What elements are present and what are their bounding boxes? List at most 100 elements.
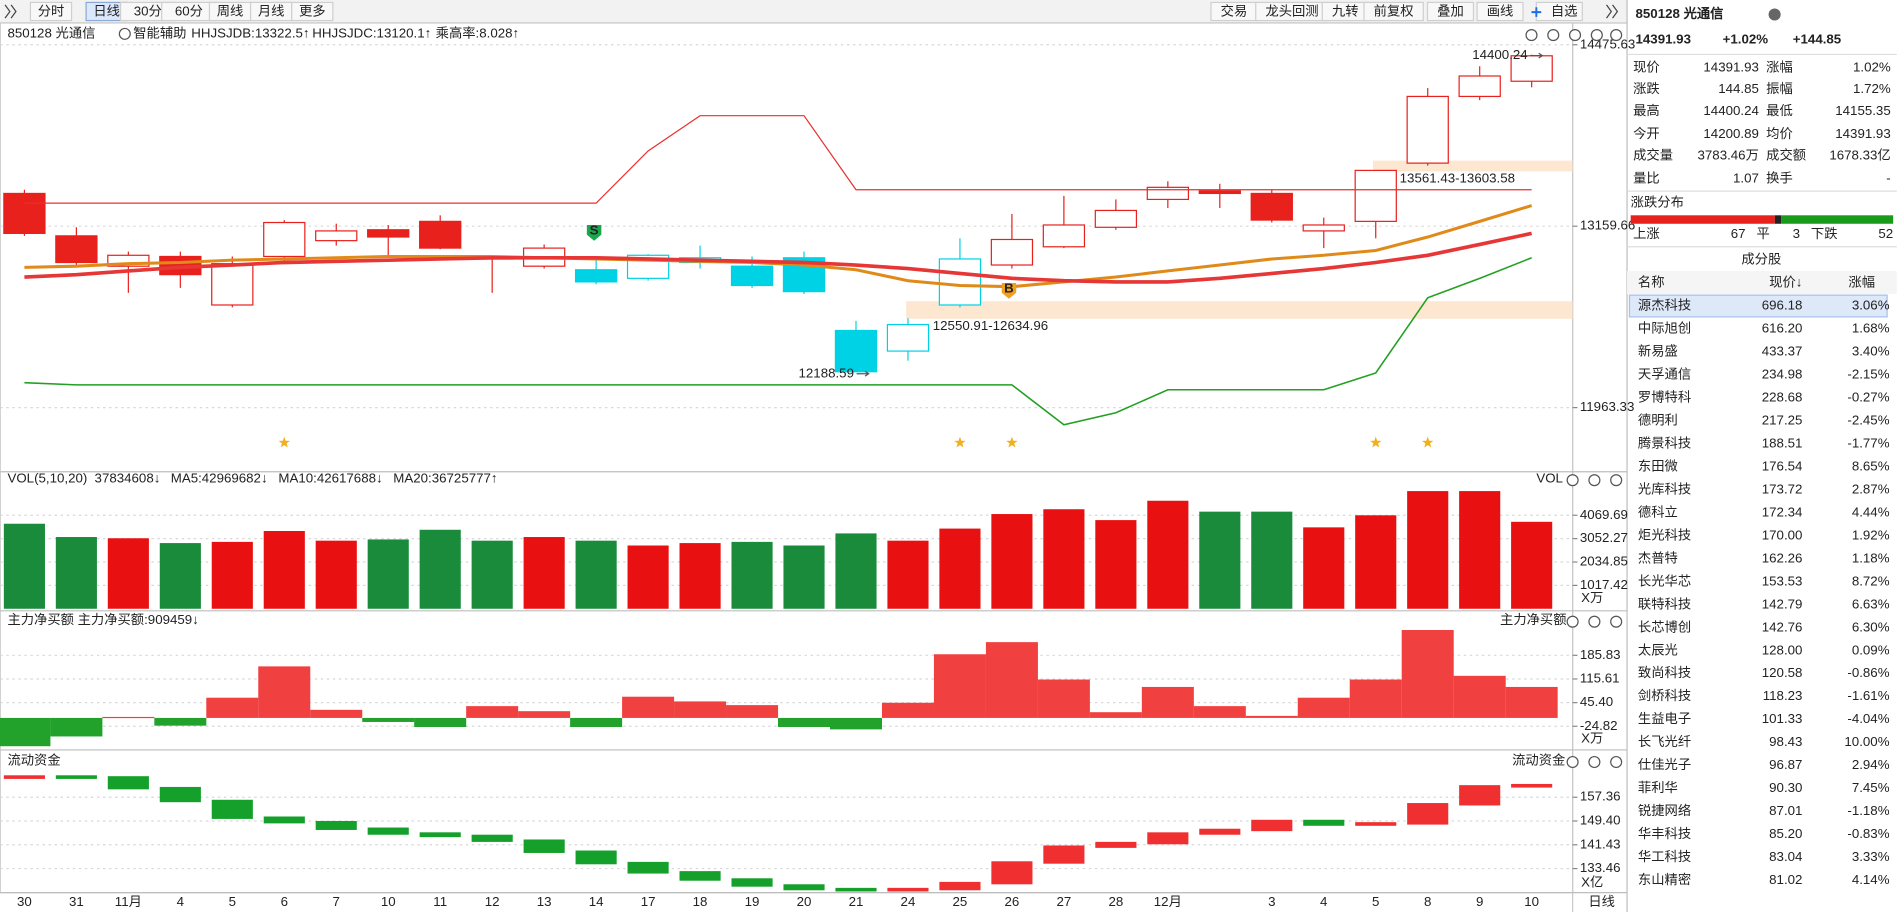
dist-bar [1774, 215, 1782, 224]
flow-bar [55, 775, 97, 779]
pane-icon[interactable] [1610, 615, 1623, 628]
x-tick-label: 4 [177, 894, 184, 909]
stock-price: 228.68 [1762, 389, 1803, 404]
pane-icon[interactable] [1588, 474, 1601, 487]
star-signal [1421, 436, 1434, 448]
toolbar-button[interactable] [1363, 1, 1424, 22]
netbuy-bar [154, 717, 207, 726]
flow-bar [627, 861, 669, 874]
quote-value: - [1886, 171, 1890, 186]
pane-icon[interactable] [1610, 755, 1623, 769]
volume-bar [1355, 515, 1397, 609]
stock-name: 致尚科技 [1638, 665, 1691, 680]
column-header: 涨幅 [1848, 275, 1875, 290]
stock-price: 81.02 [1769, 872, 1802, 887]
netbuy-bar [570, 717, 623, 728]
expand-icon[interactable] [1606, 4, 1619, 19]
toolbar-label: 分时 [38, 4, 65, 19]
toolbar-button[interactable] [29, 1, 73, 22]
flow-bar [1043, 845, 1085, 864]
pane-icon[interactable] [1568, 29, 1582, 42]
add-icon[interactable] [1531, 7, 1542, 17]
legend-item: 乘高率:8.028↑ [436, 24, 520, 40]
dist-value: 52 [1878, 226, 1893, 241]
y-tick-label: 45.40 [1580, 694, 1613, 709]
pane-label: VOL [1536, 470, 1563, 485]
y-tick-label: 141.43 [1580, 836, 1621, 851]
netbuy-bar [1505, 686, 1558, 718]
pane-icon[interactable] [1590, 29, 1603, 42]
pane-icon[interactable] [1566, 755, 1579, 769]
stock-pct: 1.18% [1852, 550, 1890, 565]
zone-label: 13561.43-13603.58 [1400, 171, 1515, 186]
quote-value: 1.02% [1853, 59, 1891, 74]
stock-pct: 0.09% [1852, 642, 1890, 657]
pane-icon[interactable] [1588, 615, 1601, 628]
pane-icon[interactable] [1610, 474, 1623, 487]
pane-icon[interactable] [1588, 755, 1601, 769]
volume-bar [419, 529, 461, 609]
info-icon[interactable] [1768, 8, 1781, 21]
stock-name: 联特科技 [1638, 596, 1691, 611]
price-annotation: 12188.59 [799, 365, 854, 380]
pane-icon[interactable] [1566, 615, 1579, 628]
netbuy-bar [1401, 630, 1454, 718]
stock-pct: 8.65% [1852, 458, 1890, 473]
quote-value: 14391.93 [1703, 59, 1758, 74]
flow-bar [159, 786, 201, 803]
pane-icon[interactable] [1566, 474, 1579, 487]
toolbar-label: 龙头回测 [1265, 4, 1318, 19]
stock-price: 696.18 [1762, 298, 1803, 313]
netbuy-bar [414, 717, 467, 728]
stock-name: 炬光科技 [1638, 527, 1691, 542]
netbuy-bar [778, 717, 831, 728]
flow-bar [3, 775, 45, 779]
legend-item: MA10:42617688↓ [278, 470, 382, 485]
axis-mode: 日线 [1588, 894, 1615, 909]
legend-item: 主力净买额:909459↓ [78, 612, 199, 627]
stock-name: 长飞光纤 [1638, 734, 1691, 749]
assist-icon[interactable] [118, 27, 131, 40]
pane-icon[interactable] [1610, 29, 1623, 42]
stock-pct: 2.94% [1852, 757, 1890, 772]
netbuy-bar [310, 709, 363, 718]
x-tick-label: 12 [485, 894, 500, 909]
star-signal [278, 436, 291, 448]
collapse-icon[interactable] [4, 4, 17, 19]
candle-body [1042, 224, 1086, 248]
indicator-line [24, 257, 1532, 426]
legend-item: 37834608↓ [95, 470, 161, 485]
flow-bar [887, 887, 929, 892]
stock-pct: -1.18% [1847, 803, 1889, 818]
stock-price: 433.37 [1762, 343, 1803, 358]
toolbar-label: 自选 [1551, 4, 1578, 19]
candle-body [419, 220, 462, 249]
pane-icon[interactable] [1525, 29, 1538, 42]
x-tick-label: 3 [1268, 894, 1275, 909]
netbuy-bar [1245, 715, 1298, 718]
netbuy-bar [674, 701, 727, 718]
column-header: 现价↓ [1769, 275, 1802, 290]
stock-price: 217.25 [1762, 412, 1803, 427]
quote-value: 1.72% [1853, 81, 1891, 96]
toolbar-label: 叠加 [1437, 4, 1464, 19]
indicator-line [24, 204, 1533, 289]
stock-price: 142.79 [1762, 596, 1803, 611]
pane-icon[interactable] [1547, 29, 1560, 42]
candle-body [1406, 95, 1449, 164]
toolbar-button[interactable] [1426, 1, 1475, 22]
netbuy-bar [985, 642, 1038, 718]
volume-bar [731, 541, 773, 609]
unit-label: X万 [1581, 590, 1603, 605]
volume-bar [1407, 491, 1449, 609]
flow-bar [835, 887, 877, 892]
flow-bar [523, 839, 565, 853]
volume-bar [211, 541, 253, 609]
selected-row[interactable] [1628, 294, 1888, 318]
toolbar-button[interactable] [1476, 1, 1524, 22]
x-tick-label: 13 [537, 894, 552, 909]
stock-pct: 7.45% [1852, 780, 1890, 795]
toolbar-button[interactable] [291, 1, 334, 22]
candle-body [315, 230, 358, 242]
signal-letter: B [1004, 281, 1014, 296]
